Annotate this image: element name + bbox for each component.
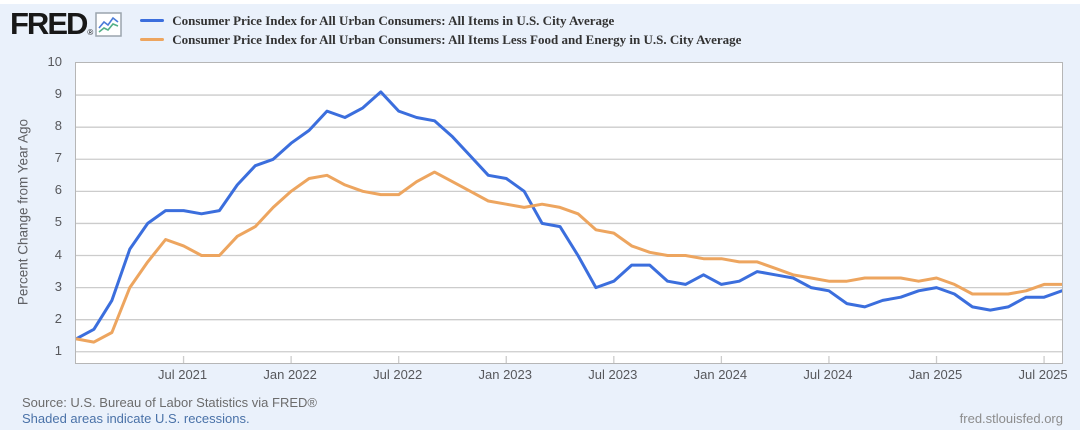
- x-tick-label: Jan 2022: [263, 367, 317, 382]
- y-tick-label: 1: [54, 342, 62, 358]
- registered-mark: ®: [87, 28, 94, 37]
- series-line-0[interactable]: [76, 90, 1062, 341]
- line-chart-icon: [95, 11, 123, 37]
- legend-swatch-orange: [140, 38, 165, 41]
- series-line-1[interactable]: [76, 170, 1062, 344]
- fred-logo-text: FRED: [10, 6, 88, 41]
- recession-note-link[interactable]: Shaded areas indicate U.S. recessions.: [22, 411, 250, 426]
- legend-item-cpi-core[interactable]: Consumer Price Index for All Urban Consu…: [140, 30, 741, 49]
- legend-label: Consumer Price Index for All Urban Consu…: [172, 12, 615, 28]
- x-tick-label: Jul 2024: [803, 367, 853, 382]
- chart-canvas: [76, 90, 1062, 363]
- x-tick-label: Jan 2025: [908, 367, 963, 382]
- y-tick-label: 8: [54, 118, 62, 134]
- y-tick-label: 7: [54, 150, 62, 166]
- y-tick-label: 3: [54, 278, 62, 294]
- y-tick-label: 5: [54, 214, 62, 230]
- legend-item-cpi-all-items[interactable]: Consumer Price Index for All Urban Consu…: [140, 11, 741, 30]
- source-text: Source: U.S. Bureau of Labor Statistics …: [22, 395, 317, 410]
- x-tick-label: Jul 2023: [588, 367, 638, 382]
- legend-label: Consumer Price Index for All Urban Consu…: [172, 31, 742, 47]
- x-tick-label: Jan 2023: [478, 367, 533, 382]
- legend-swatch-blue: [140, 19, 165, 22]
- fred-logo[interactable]: FRED ®: [10, 6, 123, 41]
- x-tick-label: Jul 2022: [373, 367, 423, 382]
- chart-header: FRED ® Consumer Price Index for All Urba…: [10, 6, 741, 49]
- x-tick-label: Jul 2021: [157, 367, 208, 382]
- y-tick-label: 10: [47, 54, 62, 69]
- plot-area[interactable]: [75, 62, 1063, 364]
- y-tick-label: 9: [54, 86, 62, 102]
- site-url: fred.stlouisfed.org: [959, 411, 1063, 426]
- legend: Consumer Price Index for All Urban Consu…: [140, 11, 741, 49]
- x-tick-label: Jul 2025: [1018, 367, 1068, 382]
- y-tick-label: 6: [54, 182, 62, 198]
- y-tick-label: 2: [54, 310, 62, 326]
- x-tick-label: Jan 2024: [693, 367, 748, 382]
- y-tick-label: 4: [54, 246, 62, 262]
